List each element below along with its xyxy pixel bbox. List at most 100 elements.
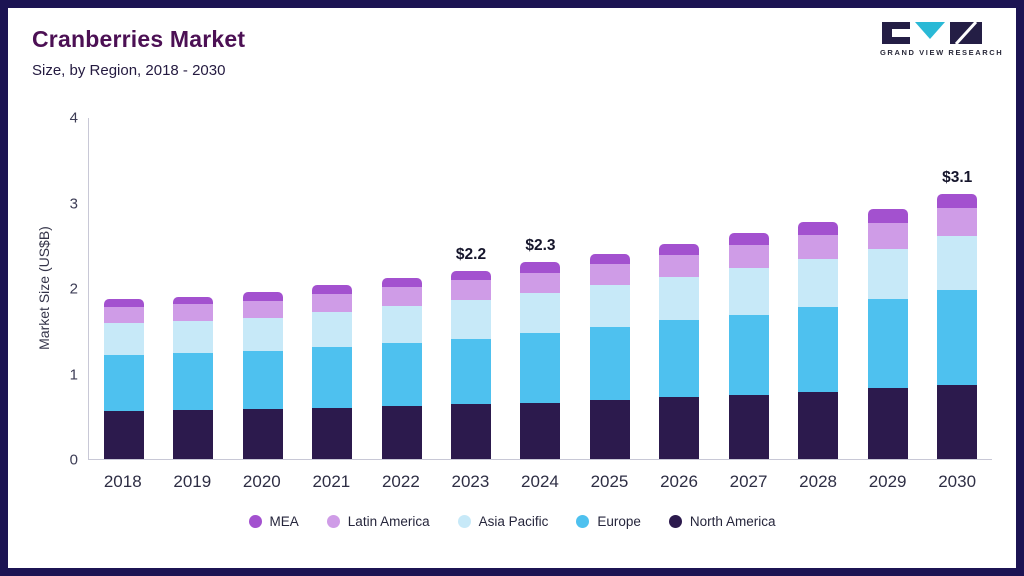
brand-logo: GRAND VIEW RESEARCH	[880, 22, 1002, 57]
bar-segment-asia-pacific	[381, 305, 422, 343]
bar-segment-north-america	[659, 397, 700, 459]
bar-segment-mea	[242, 292, 283, 301]
x-axis-label-2029: 2029	[868, 472, 907, 491]
bar-segment-mea	[103, 299, 144, 307]
x-axis-label-2027: 2027	[729, 472, 768, 491]
legend-item-mea: MEA	[248, 514, 299, 529]
bar-2022	[381, 277, 422, 459]
legend: MEA Latin America Asia Pacific Europe North …	[8, 514, 1016, 529]
bar-slot-2021	[297, 118, 366, 459]
bar-2025	[589, 253, 630, 459]
bar-slot-2023: $2.2	[436, 118, 505, 459]
x-axis-label-2025: 2025	[590, 472, 629, 491]
bar-segment-north-america	[242, 409, 283, 459]
bar-segment-north-america	[728, 394, 769, 459]
page-title: Cranberries Market	[32, 26, 246, 52]
bar-segment-latin-america	[659, 254, 700, 277]
legend-item-north-america: North America	[668, 514, 776, 529]
brand-logo-icon	[882, 22, 982, 44]
bar-segment-north-america	[312, 407, 353, 459]
bar-segment-europe	[728, 314, 769, 395]
x-axis-label-2024: 2024	[521, 472, 559, 491]
bar-segment-asia-pacific	[173, 320, 214, 354]
bar-2019	[173, 296, 214, 459]
bar-segment-north-america	[450, 404, 491, 459]
bar-segment-mea	[728, 233, 769, 246]
bar-segment-latin-america	[589, 264, 630, 286]
x-axis-label-2030: 2030	[938, 472, 977, 491]
bar-segment-mea	[312, 285, 353, 294]
bar-segment-mea	[381, 277, 422, 288]
x-axis-label-2023: 2023	[451, 472, 490, 491]
legend-dot-icon	[668, 515, 682, 528]
legend-label: MEA	[269, 514, 299, 529]
legend-item-europe: Europe	[576, 514, 641, 529]
bar-segment-europe	[589, 327, 630, 400]
bar-slot-2026	[645, 118, 714, 459]
legend-label: Latin America	[347, 514, 430, 529]
bar-2030	[937, 193, 978, 459]
x-axis-label-2028: 2028	[799, 472, 837, 491]
bar-segment-europe	[312, 347, 353, 408]
bar-segment-europe	[381, 342, 422, 406]
bar-segment-europe	[103, 354, 144, 412]
y-tick-label: 4	[69, 109, 78, 127]
bar-2018	[103, 299, 144, 459]
legend-dot-icon	[248, 515, 262, 528]
bar-segment-europe	[520, 333, 561, 403]
page-subtitle: Size, by Region, 2018 - 2030	[32, 62, 226, 79]
bar-segment-asia-pacific	[798, 259, 839, 307]
bar-segment-north-america	[937, 384, 978, 459]
bar-2026	[659, 243, 700, 459]
y-tick-label: 3	[69, 195, 78, 212]
bar-segment-asia-pacific	[937, 235, 978, 290]
bar-segment-asia-pacific	[589, 285, 630, 328]
y-axis-ticks: 0 1 2 3 4	[44, 110, 78, 469]
legend-item-asia-pacific: Asia Pacific	[457, 514, 549, 529]
x-axis-label-2018: 2018	[103, 472, 142, 491]
chart-card: Cranberries Market Size, by Region, 2018…	[8, 8, 1016, 568]
bar-slot-2024: $2.3	[506, 118, 575, 459]
bar-value-label-2023: $2.2	[455, 245, 487, 263]
bar-segment-north-america	[589, 400, 630, 459]
x-axis-label-2021: 2021	[312, 472, 351, 491]
bar-segment-europe	[659, 320, 700, 398]
bar-2029	[867, 209, 908, 459]
bar-segment-europe	[867, 299, 908, 388]
bar-segment-north-america	[798, 391, 839, 459]
bar-slot-2025	[575, 118, 644, 459]
bar-slot-2022	[367, 118, 436, 459]
bar-segment-north-america	[867, 388, 908, 459]
bar-segment-europe	[242, 351, 283, 410]
bar-slot-2018	[89, 118, 158, 459]
bar-segment-latin-america	[242, 300, 283, 319]
bar-segment-mea	[659, 243, 700, 255]
bar-segment-mea	[867, 209, 908, 224]
bar-2027	[728, 233, 769, 459]
bar-segment-latin-america	[312, 293, 353, 312]
legend-label: Asia Pacific	[478, 514, 549, 529]
bar-slot-2019	[158, 118, 227, 459]
bar-value-label-2024: $2.3	[525, 237, 556, 255]
bar-slot-2027	[714, 118, 783, 459]
bar-segment-latin-america	[937, 208, 978, 236]
bar-segment-asia-pacific	[728, 268, 769, 315]
bar-2020	[242, 292, 283, 459]
bar-segment-mea	[798, 222, 839, 236]
bar-segment-north-america	[520, 402, 561, 459]
bar-segment-north-america	[103, 411, 144, 459]
legend-dot-icon	[457, 515, 471, 528]
bar-slot-2029	[853, 118, 922, 459]
bar-2023	[450, 270, 491, 459]
legend-dot-icon	[576, 515, 590, 528]
x-axis-label-2020: 2020	[242, 472, 281, 491]
bar-segment-latin-america	[450, 280, 491, 301]
bar-segment-europe	[173, 353, 214, 411]
bar-segment-latin-america	[103, 306, 144, 324]
legend-label: North America	[689, 514, 776, 529]
bar-segment-asia-pacific	[520, 293, 561, 334]
bar-segment-asia-pacific	[242, 318, 283, 352]
bar-segment-latin-america	[728, 245, 769, 269]
bar-slot-2020	[228, 118, 297, 459]
bar-segment-mea	[520, 262, 561, 273]
